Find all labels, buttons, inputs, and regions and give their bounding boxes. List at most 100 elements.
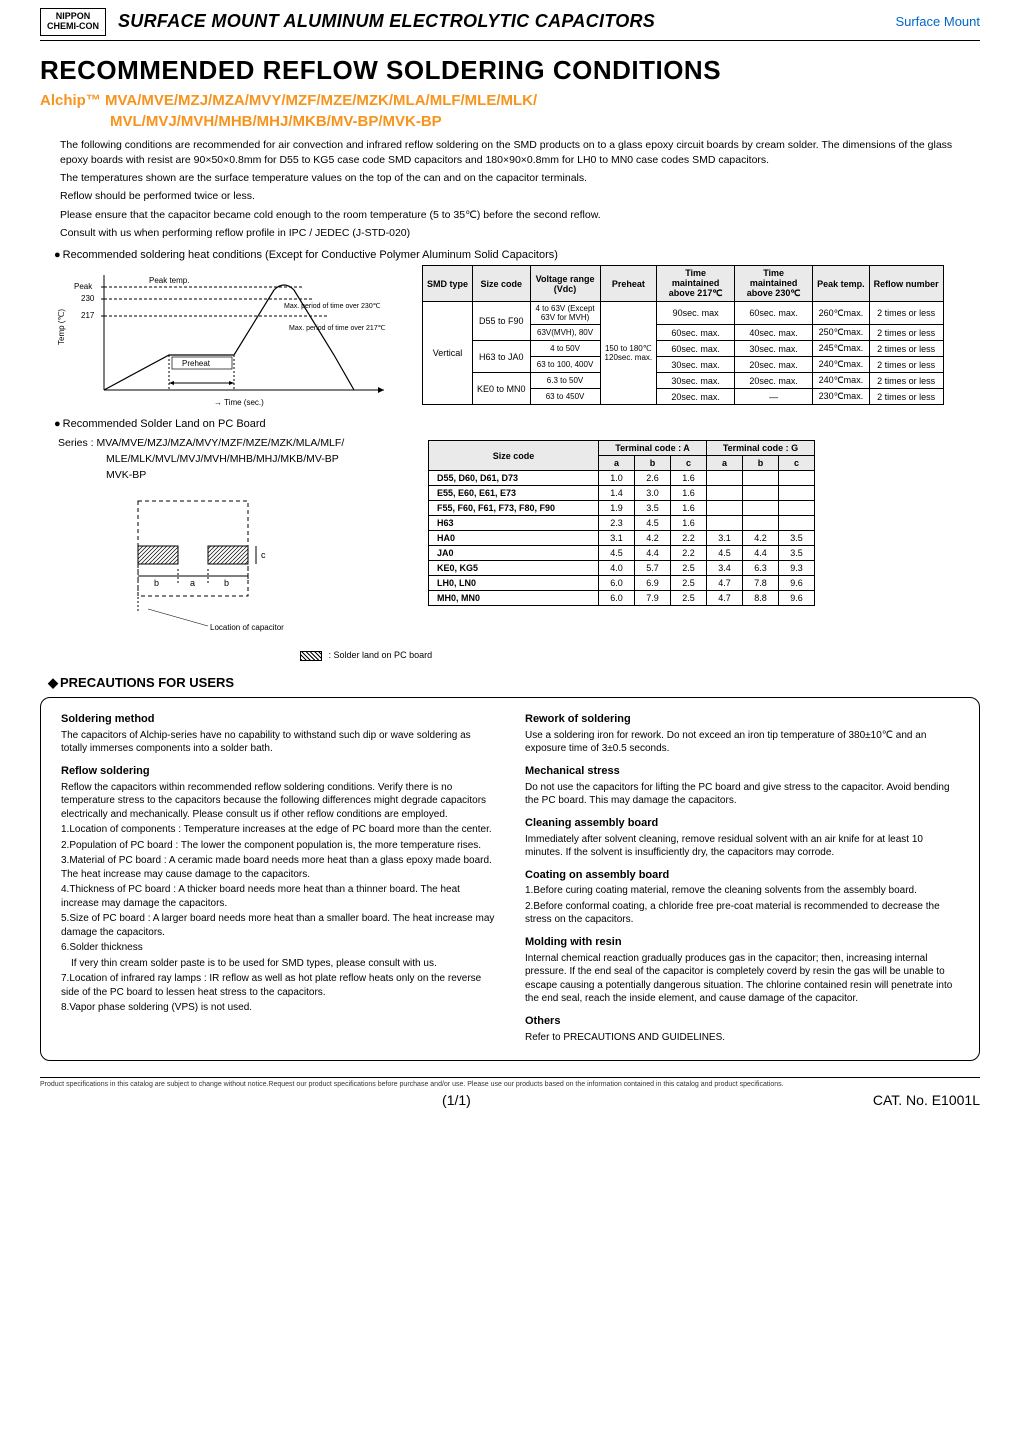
t2-col: c [779, 456, 815, 471]
series-list: Series : MVA/MVE/MZJ/MZA/MVY/MZF/MZE/MZK… [58, 436, 398, 483]
right-h6: Others [525, 1014, 959, 1029]
left-li4: 4.Thickness of PC board : A thicker boar… [61, 883, 495, 910]
t1-h1: Size code [473, 266, 531, 302]
left-h2: Reflow soldering [61, 764, 495, 779]
solder-land-diagram: b a b c Location of capacitor [98, 491, 318, 641]
right-h3: Cleaning assembly board [525, 816, 959, 831]
precautions-left-col: Soldering method The capacitors of Alchi… [61, 712, 495, 1046]
footer-row: (1/1) CAT. No. E1001L [40, 1092, 980, 1108]
dim-b2: b [224, 578, 229, 588]
table-cell: 1.4 [599, 486, 635, 501]
table-cell: 3.5 [779, 546, 815, 561]
left-li3: 3.Material of PC board : A ceramic made … [61, 854, 495, 881]
t1-h7: Reflow number [869, 266, 943, 302]
precautions-box: Soldering method The capacitors of Alchi… [40, 697, 980, 1061]
hatch-icon [300, 651, 322, 661]
t1-h0: SMD type [423, 266, 473, 302]
t2-col: a [599, 456, 635, 471]
right-h2: Mechanical stress [525, 764, 959, 779]
table-cell: 2.5 [671, 576, 707, 591]
table-cell: 4.4 [635, 546, 671, 561]
intro-p3: Reflow should be performed twice or less… [60, 189, 980, 204]
table-cell: 3.5 [779, 531, 815, 546]
table-cell: 20sec. max. [735, 357, 813, 373]
table-cell: 7.9 [635, 591, 671, 606]
table-cell: 1.6 [671, 486, 707, 501]
table-cell: 3.1 [707, 531, 743, 546]
table-cell: D55 to F90 [473, 302, 531, 341]
table-cell [743, 516, 779, 531]
table-cell: 240℃max. [813, 373, 870, 389]
table-cell: 4 to 63V (Except 63V for MVH) [530, 302, 600, 325]
left-li5: 5.Size of PC board : A larger board need… [61, 912, 495, 939]
chart-ylabel-230: 230 [81, 294, 95, 303]
table-cell: 6.3 to 50V [530, 373, 600, 389]
table-cell: 63 to 450V [530, 389, 600, 405]
t2-h-tg: Terminal code : G [707, 441, 815, 456]
reflow-profile-chart: Peak 230 217 Preheat Peak temp. Max. per… [54, 265, 404, 410]
table-cell: 2 times or less [869, 302, 943, 325]
subtitle-line2: MVL/MVJ/MVH/MHB/MHJ/MKB/MV-BP/MVK-BP [110, 113, 980, 130]
left-li7: 7.Location of infrared ray lamps : IR re… [61, 972, 495, 999]
table-cell [707, 501, 743, 516]
table-cell: 4.4 [743, 546, 779, 561]
table-cell [743, 486, 779, 501]
table-cell [707, 471, 743, 486]
table-cell: 1.9 [599, 501, 635, 516]
table-cell: 4.0 [599, 561, 635, 576]
heat-conditions-label: Recommended soldering heat conditions (E… [54, 249, 980, 261]
table-cell: 250℃max. [813, 325, 870, 341]
intro-p4: Please ensure that the capacitor became … [60, 208, 980, 223]
left-li6b: If very thin cream solder paste is to be… [71, 957, 495, 971]
table-cell: 2 times or less [869, 389, 943, 405]
footer-cat: CAT. No. E1001L [873, 1092, 980, 1108]
t1-h6: Peak temp. [813, 266, 870, 302]
table-cell: 8.8 [743, 591, 779, 606]
table-cell [779, 471, 815, 486]
table-cell: 63 to 100, 400V [530, 357, 600, 373]
left-h1: Soldering method [61, 712, 495, 727]
table-cell [707, 486, 743, 501]
table-cell: 6.9 [635, 576, 671, 591]
chart-over217-label: Max. period of time over 217℃ [289, 325, 386, 332]
table-cell: 4.2 [743, 531, 779, 546]
table-cell: 3.0 [635, 486, 671, 501]
right-p5: Internal chemical reaction gradually pro… [525, 952, 959, 1006]
right-h1: Rework of soldering [525, 712, 959, 727]
table-cell: 1.0 [599, 471, 635, 486]
right-p2: Do not use the capacitors for lifting th… [525, 781, 959, 808]
table-cell [743, 501, 779, 516]
right-p4b: 2.Before conformal coating, a chloride f… [525, 900, 959, 927]
table-cell: 3.5 [635, 501, 671, 516]
chart-ylabel-peak: Peak [74, 282, 93, 291]
table-cell: 9.6 [779, 591, 815, 606]
table-cell: 3.4 [707, 561, 743, 576]
table-cell: 4.5 [599, 546, 635, 561]
table-cell: 4.2 [635, 531, 671, 546]
t2-rowname: HA0 [429, 531, 599, 546]
intro-p5: Consult with us when performing reflow p… [60, 226, 980, 241]
table-cell: 150 to 180℃120sec. max. [600, 302, 657, 405]
table-cell: 6.0 [599, 576, 635, 591]
table-cell: 3.1 [599, 531, 635, 546]
t1-h5: Time maintained above 230℃ [735, 266, 813, 302]
table-cell: H63 to JA0 [473, 341, 531, 373]
footer-disclaimer: Product specifications in this catalog a… [40, 1077, 980, 1088]
table-cell: 90sec. max [657, 302, 735, 325]
table-cell: 6.0 [599, 591, 635, 606]
diagram-loc-label: Location of capacitor [210, 623, 284, 632]
table-cell: 260℃max. [813, 302, 870, 325]
table-cell: 4.5 [707, 546, 743, 561]
dim-c: c [261, 550, 266, 560]
right-p1: Use a soldering iron for rework. Do not … [525, 729, 959, 756]
table-cell: 6.3 [743, 561, 779, 576]
t2-rowname: H63 [429, 516, 599, 531]
table-cell: 2.5 [671, 591, 707, 606]
left-li2: 2.Population of PC board : The lower the… [61, 839, 495, 853]
subtitle-line1: Alchip™ MVA/MVE/MZJ/MZA/MVY/MZF/MZE/MZK/… [40, 92, 980, 109]
table-cell: — [735, 389, 813, 405]
table-cell [707, 516, 743, 531]
dim-b: b [154, 578, 159, 588]
t2-rowname: D55, D60, D61, D73 [429, 471, 599, 486]
dim-a: a [190, 578, 195, 588]
